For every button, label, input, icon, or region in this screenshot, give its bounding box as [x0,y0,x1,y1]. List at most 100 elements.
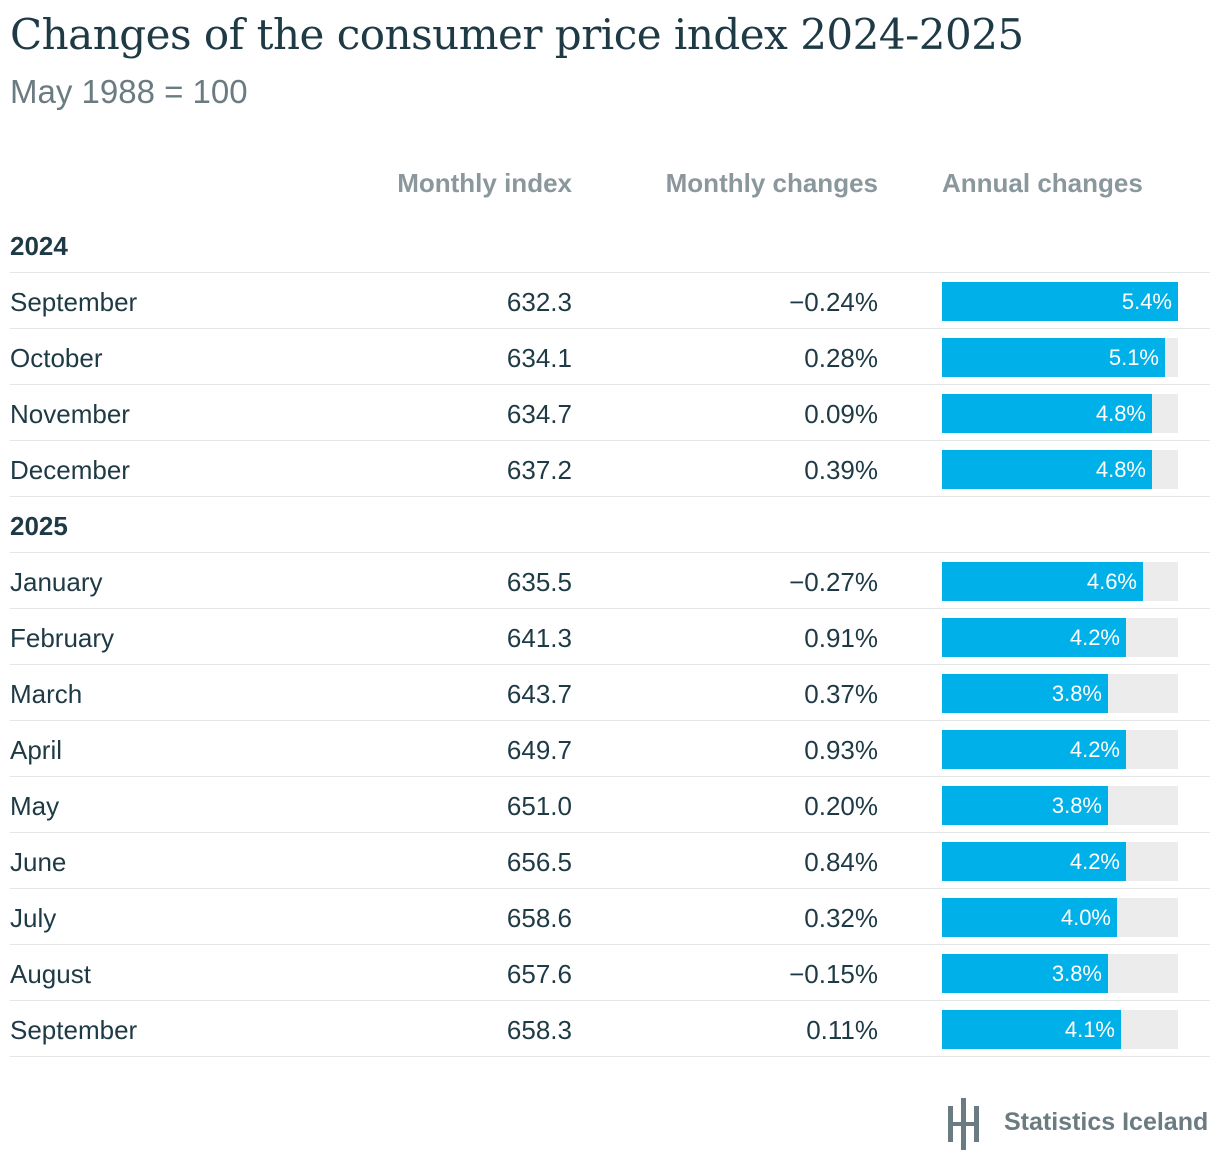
annual-change-bar-track: 5.1% [942,338,1178,377]
monthly-index-value: 651.0 [506,791,572,821]
annual-change-bar-track: 4.2% [942,842,1178,881]
annual-change-bar [942,842,1126,881]
annual-change-label: 4.0% [1060,905,1111,930]
month-label: April [10,735,63,765]
table-row: June 656.5 0.84% 4.2% [10,833,1210,889]
annual-change-bar-track: 5.4% [942,282,1178,321]
annual-change-bar [942,562,1143,601]
month-label: September [10,287,138,317]
annual-change-bar [942,338,1165,377]
monthly-change-value: 0.93% [804,735,878,765]
monthly-index-value: 632.3 [506,287,572,317]
year-label: 2025 [10,511,68,541]
annual-change-bar-track: 4.6% [942,562,1178,601]
month-label: January [10,567,103,597]
monthly-index-value: 637.2 [506,455,572,485]
annual-change-label: 4.2% [1069,625,1120,650]
annual-change-bar [942,674,1108,713]
annual-change-label: 3.8% [1051,793,1102,818]
annual-change-label: 3.8% [1051,961,1102,986]
cpi-table: 2024 September 632.3 −0.24% 5.4% October 634.1… [10,217,1210,1057]
annual-change-bar [942,730,1126,769]
monthly-change-value: 0.11% [806,1015,878,1045]
monthly-index-value: 656.5 [506,847,572,877]
month-label: May [10,791,60,821]
month-label: February [10,623,115,653]
month-label: June [10,847,67,877]
annual-change-label: 4.1% [1064,1017,1115,1042]
monthly-change-value: 0.91% [804,623,878,653]
month-label: March [10,679,83,709]
table-row: February 641.3 0.91% 4.2% [10,609,1210,665]
annual-change-label: 5.1% [1108,345,1159,370]
annual-change-label: 4.2% [1069,737,1120,762]
table-row: April 649.7 0.93% 4.2% [10,721,1210,777]
monthly-change-value: 0.20% [804,791,878,821]
monthly-index-value: 641.3 [506,623,572,653]
annual-change-label: 4.8% [1095,457,1146,482]
monthly-change-value: 0.39% [804,455,878,485]
annual-change-bar [942,282,1178,321]
monthly-index-value: 658.3 [506,1015,572,1045]
annual-change-bar-track: 4.2% [942,618,1178,657]
statistics-iceland-logo: Statistics Iceland [944,1098,1209,1150]
month-label: October [10,343,103,373]
annual-change-bar-track: 4.2% [942,730,1178,769]
table-row: January 635.5 −0.27% 4.6% [10,553,1210,609]
annual-change-bar-track: 3.8% [942,786,1178,825]
table-row: October 634.1 0.28% 5.1% [10,329,1210,385]
annual-change-bar-track: 4.0% [942,898,1178,937]
annual-change-label: 4.8% [1095,401,1146,426]
monthly-index-value: 658.6 [506,903,572,933]
annual-change-bar-track: 4.8% [942,394,1178,433]
year-group-row: 2024 [10,217,1210,273]
header-monthly-changes: Monthly changes [665,168,878,198]
annual-change-bar-track: 3.8% [942,954,1178,993]
annual-change-bar [942,786,1108,825]
annual-change-bar-track: 4.8% [942,450,1178,489]
header-monthly-index: Monthly index [397,168,572,198]
table-row: September 658.3 0.11% 4.1% [10,1001,1210,1057]
monthly-change-value: −0.24% [789,287,878,317]
year-label: 2024 [10,231,68,261]
monthly-change-value: 0.28% [804,343,878,373]
annual-change-bar [942,1010,1121,1049]
annual-change-label: 4.6% [1086,569,1137,594]
monthly-change-value: −0.27% [789,567,878,597]
statistics-iceland-logo-text: Statistics Iceland [1004,1108,1209,1136]
chart-title: Changes of the consumer price index 2024… [10,10,1024,59]
annual-change-bar [942,954,1108,993]
monthly-change-value: 0.32% [804,903,878,933]
table-row: August 657.6 −0.15% 3.8% [10,945,1210,1001]
month-label: December [10,455,130,485]
annual-change-bar [942,450,1152,489]
monthly-change-value: 0.84% [804,847,878,877]
table-row: July 658.6 0.32% 4.0% [10,889,1210,945]
monthly-change-value: 0.37% [804,679,878,709]
annual-change-label: 4.2% [1069,849,1120,874]
monthly-index-value: 634.1 [506,343,572,373]
table-row: May 651.0 0.20% 3.8% [10,777,1210,833]
monthly-change-value: −0.15% [789,959,878,989]
monthly-index-value: 643.7 [506,679,572,709]
annual-change-bar [942,618,1126,657]
statistics-iceland-logo-icon [948,1098,979,1150]
chart-subtitle: May 1988 = 100 [10,73,248,110]
table-row: March 643.7 0.37% 3.8% [10,665,1210,721]
monthly-index-value: 657.6 [506,959,572,989]
month-label: August [10,959,91,989]
annual-change-bar [942,394,1152,433]
annual-change-bar [942,898,1117,937]
year-group-row: 2025 [10,497,1210,553]
annual-change-label: 3.8% [1051,681,1102,706]
month-label: July [10,903,57,933]
table-row: November 634.7 0.09% 4.8% [10,385,1210,441]
monthly-index-value: 649.7 [506,735,572,765]
annual-change-bar-track: 3.8% [942,674,1178,713]
monthly-index-value: 634.7 [506,399,572,429]
table-row: December 637.2 0.39% 4.8% [10,441,1210,497]
annual-change-bar-track: 4.1% [942,1010,1178,1049]
header-annual-changes: Annual changes [942,168,1143,198]
month-label: November [10,399,130,429]
month-label: September [10,1015,138,1045]
